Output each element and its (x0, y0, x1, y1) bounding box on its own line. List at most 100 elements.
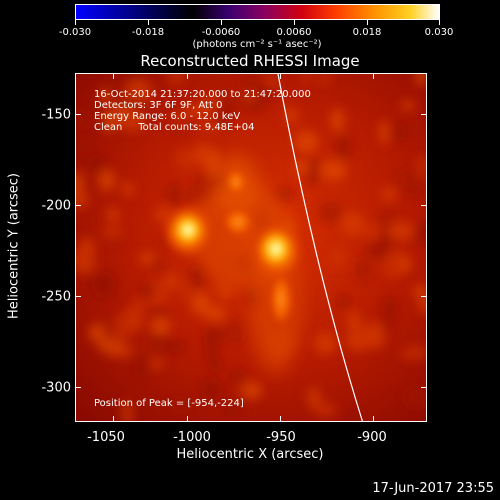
y-tick (75, 387, 81, 388)
mottle-blob (112, 313, 134, 341)
mottle-blob (330, 108, 345, 132)
mottle-blob (173, 110, 186, 124)
mottle-blob (317, 74, 333, 85)
mottle-blob (327, 247, 348, 269)
colorbar-tick (367, 20, 368, 25)
mottle-blob (144, 339, 167, 354)
mottle-blob (172, 120, 185, 137)
mottle-blob (189, 263, 206, 290)
colorbar-tick-label: -0.0060 (201, 27, 241, 38)
mottle-blob (175, 148, 195, 169)
mottle-blob (381, 296, 398, 321)
info-peak-position: Position of Peak = [-954,-224] (94, 398, 244, 409)
mottle-blob (316, 200, 343, 224)
mottle-blob (138, 253, 155, 264)
x-tick (187, 416, 188, 422)
mottle-blob (306, 158, 319, 186)
mottle-blob (98, 169, 116, 192)
mottle-blob (226, 318, 243, 346)
x-tick (373, 73, 374, 79)
y-tick (421, 205, 427, 206)
x-tick (113, 416, 114, 422)
mottle-blob (365, 241, 390, 260)
mottle-blob (399, 99, 417, 111)
y-tick-label: -150 (41, 107, 71, 123)
mottle-blob (204, 337, 218, 363)
mottle-blob (166, 74, 185, 86)
mottle-blob (362, 223, 381, 239)
mottle-blob (121, 180, 134, 197)
mottle-blob (232, 366, 245, 386)
plot-title: Reconstructed RHESSI Image (140, 52, 360, 70)
mottle-blob (97, 337, 125, 355)
mottle-blob (335, 135, 352, 159)
mottle-blob (301, 74, 312, 84)
x-tick-label: -1050 (87, 430, 125, 445)
y-tick (421, 114, 427, 115)
mottle-blob (240, 381, 263, 400)
y-tick (421, 387, 427, 388)
colorbar-tick-label: -0.018 (131, 27, 165, 38)
mottle-blob (130, 297, 146, 322)
mottle-blob (320, 159, 347, 181)
x-tick (113, 73, 114, 79)
y-tick-label: -200 (41, 198, 71, 214)
x-tick-label: -950 (266, 430, 296, 445)
x-tick (280, 73, 281, 79)
emission-sources (161, 168, 304, 327)
y-tick (75, 296, 81, 297)
mottle-blob (336, 294, 350, 309)
mottle-blob (121, 401, 133, 421)
mottle-blob (393, 122, 407, 143)
y-tick (421, 296, 427, 297)
mottle-blob (167, 182, 182, 206)
mottle-blob (402, 345, 426, 360)
solar-limb (277, 74, 364, 421)
mottle-blob (381, 317, 393, 335)
mottle-blob (347, 410, 360, 421)
x-tick-label: -1000 (173, 430, 211, 445)
mottle-blob (416, 154, 426, 179)
y-tick (75, 205, 81, 206)
colorbar-tick-label: 0.018 (352, 27, 382, 38)
mottle-blob (179, 278, 191, 300)
mottle-blob (150, 358, 164, 370)
mottle-blob (225, 398, 240, 417)
mottle-blob (200, 118, 218, 134)
mottle-blob (257, 86, 276, 99)
colorbar-tick-label: 0.0060 (276, 27, 312, 38)
y-tick-label: -250 (41, 289, 71, 305)
mottle-blob (381, 187, 396, 202)
x-tick (187, 73, 188, 79)
mottle-blob (132, 355, 149, 379)
colorbar (75, 4, 440, 20)
mottle-blob (204, 147, 221, 175)
info-time-range: 16-Oct-2014 21:37:20.000 to 21:47:20.000 (94, 89, 311, 100)
mottle-blob (341, 211, 365, 236)
info-energy-range: Energy Range: 6.0 - 12.0 keV (94, 111, 241, 122)
mottle-blob (88, 322, 107, 343)
info-clean-counts: Clean Total counts: 9.48E+04 (94, 122, 255, 133)
mottle-blob (294, 130, 319, 154)
colorbar-tick-label: -0.030 (58, 27, 92, 38)
y-tick (75, 114, 81, 115)
colorbar-tick (148, 20, 149, 25)
background-mottle (76, 74, 426, 421)
rhessi-image (75, 73, 427, 422)
mottle-blob (313, 332, 337, 355)
colorbar-tick-label: 0.030 (424, 27, 454, 38)
mottle-blob (98, 90, 112, 106)
mottle-blob (120, 109, 145, 132)
mottle-blob (346, 329, 371, 352)
mottle-blob (105, 206, 120, 224)
colorbar-units: (photons cm⁻² s⁻¹ asec⁻²) (192, 39, 322, 50)
mottle-blob (86, 153, 106, 174)
mottle-blob (240, 74, 261, 96)
colorbar-tick (221, 20, 222, 25)
mottle-blob (91, 270, 117, 299)
mottle-blob (184, 104, 207, 118)
mottle-blob (149, 317, 172, 335)
mottle-blob (292, 161, 310, 174)
mottle-blob (273, 188, 295, 201)
mottle-blob (383, 255, 403, 280)
